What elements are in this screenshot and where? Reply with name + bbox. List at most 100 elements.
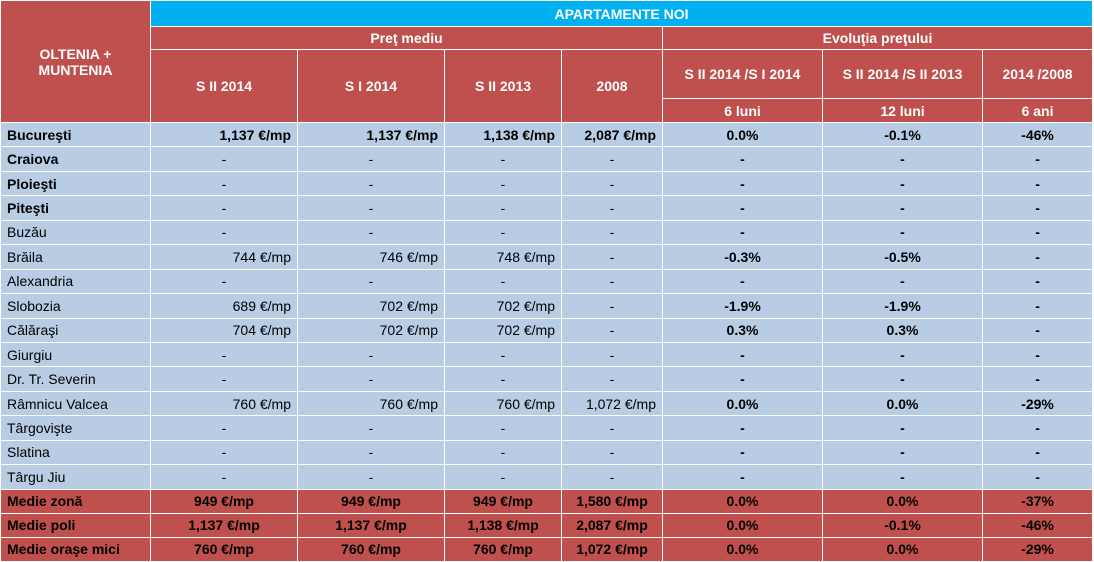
value-cell: - — [297, 219, 445, 246]
value-cell: - — [561, 464, 663, 490]
column-header: S II 2013 — [444, 49, 562, 123]
data-row: Ploieşti - - - - - - - — [0, 170, 1094, 197]
data-row: Călăraşi 704 €/mp 702 €/mp 702 €/mp -0.3% 0.3… — [0, 317, 1094, 343]
value-cell: 0.0% — [822, 536, 983, 562]
value-cell: - — [561, 195, 663, 221]
value-cell: - — [561, 268, 663, 295]
summary-row: Medie zonă 949 €/mp 949 €/mp 949 €/mp 1,580 … — [0, 488, 1094, 514]
value-cell: - — [822, 464, 983, 490]
value-cell: -37% — [981, 488, 1094, 514]
value-cell: 702 €/mp — [297, 317, 445, 343]
value-cell: - — [561, 170, 663, 197]
value-cell: - — [150, 415, 298, 441]
value-cell: - — [444, 219, 562, 246]
value-cell: - — [822, 439, 983, 466]
value-cell: - — [561, 293, 663, 319]
data-row: Târgovişte - - - - - - - — [0, 415, 1094, 441]
value-cell: - — [444, 415, 562, 441]
data-row: Brăila 744 €/mp 746 €/mp 748 €/mp - -0.3% -0.5… — [0, 244, 1094, 270]
value-cell: - — [662, 439, 823, 466]
value-cell: - — [822, 146, 983, 172]
value-cell: 1,138 €/mp — [444, 121, 562, 148]
value-cell: - — [444, 341, 562, 368]
value-cell: 949 €/mp — [444, 488, 562, 514]
value-cell: 1,138 €/mp — [444, 512, 562, 538]
value-cell: -29% — [981, 390, 1094, 417]
column-header: 2008 — [561, 49, 663, 123]
value-cell: - — [150, 464, 298, 490]
period-header: 6 ani — [981, 98, 1094, 123]
data-row: Slobozia 689 €/mp 702 €/mp 702 €/mp - -1.9% -1… — [0, 293, 1094, 319]
value-cell: - — [981, 195, 1094, 221]
value-cell: 760 €/mp — [150, 536, 298, 562]
value-cell: - — [150, 439, 298, 466]
value-cell: 0.0% — [662, 512, 823, 538]
value-cell: - — [297, 415, 445, 441]
value-cell: 760 €/mp — [297, 390, 445, 417]
value-cell: -1.9% — [822, 293, 983, 319]
summary-row: Medie oraşe mici 760 €/mp 760 €/mp 760 €/mp… — [0, 536, 1094, 562]
value-cell: - — [981, 170, 1094, 197]
row-label: Târgu Jiu — [0, 464, 151, 490]
value-cell: 1,072 €/mp — [561, 390, 663, 417]
row-label: Slatina — [0, 439, 151, 466]
value-cell: - — [561, 219, 663, 246]
value-cell: - — [444, 366, 562, 392]
row-label: Ploieşti — [0, 170, 151, 197]
value-cell: - — [297, 464, 445, 490]
data-row: Piteşti - - - - - - - — [0, 195, 1094, 221]
value-cell: - — [981, 366, 1094, 392]
row-label: Craiova — [0, 146, 151, 172]
value-cell: - — [662, 146, 823, 172]
value-cell: 760 €/mp — [150, 390, 298, 417]
value-cell: 1,072 €/mp — [561, 536, 663, 562]
value-cell: 744 €/mp — [150, 244, 298, 270]
value-cell: - — [981, 464, 1094, 490]
value-cell: - — [981, 415, 1094, 441]
value-cell: 760 €/mp — [444, 536, 562, 562]
data-row: Giurgiu - - - - - - - — [0, 341, 1094, 368]
value-cell: - — [444, 170, 562, 197]
value-cell: 704 €/mp — [150, 317, 298, 343]
data-row: Craiova - - - - - - - — [0, 146, 1094, 172]
value-cell: -46% — [981, 512, 1094, 538]
value-cell: 0.0% — [662, 488, 823, 514]
value-cell: 689 €/mp — [150, 293, 298, 319]
value-cell: - — [444, 195, 562, 221]
value-cell: 2,087 €/mp — [561, 121, 663, 148]
value-cell: 702 €/mp — [297, 293, 445, 319]
value-cell: - — [561, 146, 663, 172]
value-cell: 949 €/mp — [150, 488, 298, 514]
row-label: Bucureşti — [0, 121, 151, 148]
value-cell: - — [150, 170, 298, 197]
column-header: S II 2014 — [150, 49, 298, 123]
value-cell: - — [981, 219, 1094, 246]
value-cell: -1.9% — [662, 293, 823, 319]
value-cell: 702 €/mp — [444, 317, 562, 343]
value-cell: - — [297, 146, 445, 172]
value-cell: 0.3% — [822, 317, 983, 343]
value-cell: - — [981, 341, 1094, 368]
value-cell: 1,137 €/mp — [297, 512, 445, 538]
value-cell: 748 €/mp — [444, 244, 562, 270]
value-cell: - — [561, 317, 663, 343]
value-cell: - — [822, 195, 983, 221]
value-cell: - — [822, 366, 983, 392]
value-cell: - — [297, 170, 445, 197]
value-cell: - — [561, 415, 663, 441]
value-cell: - — [444, 146, 562, 172]
row-label: Buzău — [0, 219, 151, 246]
data-row: Bucureşti 1,137 €/mp 1,137 €/mp 1,138 €/mp 2… — [0, 121, 1094, 148]
value-cell: - — [297, 341, 445, 368]
value-cell: - — [981, 439, 1094, 466]
value-cell: - — [150, 195, 298, 221]
group-header: Preţ mediu — [150, 26, 663, 50]
row-label: Călăraşi — [0, 317, 151, 343]
column-header: S II 2014 /S I 2014 — [662, 49, 823, 99]
data-row: Dr. Tr. Severin - - - - - - - — [0, 366, 1094, 392]
value-cell: - — [150, 268, 298, 295]
value-cell: -0.5% — [822, 244, 983, 270]
value-cell: 2,087 €/mp — [561, 512, 663, 538]
value-cell: 949 €/mp — [297, 488, 445, 514]
